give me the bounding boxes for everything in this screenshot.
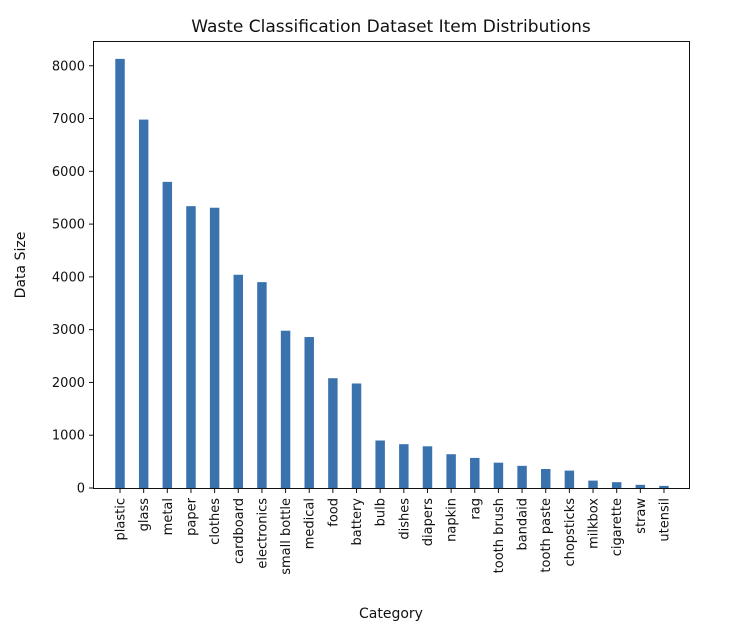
bar-paper	[186, 206, 195, 488]
x-tick-label: chopsticks	[563, 498, 578, 567]
x-tick-label: small bottle	[279, 498, 294, 575]
x-tick-label: glass	[137, 498, 152, 532]
bar-rag	[470, 458, 479, 488]
bar-clothes	[210, 208, 219, 488]
x-axis-ticks: plastic glass metal paper clothes cardboard el…	[114, 488, 673, 575]
x-tick-label: paper	[184, 497, 199, 535]
x-tick-label: plastic	[114, 498, 129, 540]
x-tick-label: rag	[468, 498, 483, 520]
x-tick-label: bandaid	[516, 498, 531, 551]
y-tick-label: 6000	[52, 165, 85, 180]
bar-food	[328, 378, 337, 488]
y-tick-label: 7000	[52, 112, 85, 127]
x-tick-label: cardboard	[232, 498, 247, 564]
bar-metal	[163, 182, 172, 488]
x-tick-label: diapers	[421, 498, 436, 546]
x-tick-label: utensil	[657, 498, 672, 542]
x-tick-label: food	[326, 498, 341, 527]
x-tick-label: clothes	[208, 498, 223, 545]
bar-napkin	[446, 454, 455, 488]
x-axis-label: Category	[359, 606, 423, 622]
x-tick-label: straw	[634, 498, 649, 534]
bar-milkbox	[588, 481, 597, 488]
x-tick-label: medical	[303, 498, 318, 549]
x-tick-label: cigarette	[610, 498, 625, 556]
x-tick-label: metal	[161, 498, 176, 535]
x-tick-label: tooth brush	[492, 498, 507, 573]
bar-bulb	[375, 441, 384, 489]
bar-cardboard	[234, 275, 243, 488]
y-tick-label: 3000	[52, 323, 85, 338]
bar-small-bottle	[281, 331, 290, 488]
plot-frame	[94, 42, 690, 489]
chart-title: Waste Classification Dataset Item Distri…	[191, 17, 591, 37]
y-tick-label: 1000	[52, 429, 85, 444]
y-tick-label: 5000	[52, 218, 85, 233]
x-tick-label: napkin	[445, 498, 460, 542]
bar-tooth-brush	[494, 463, 503, 488]
y-tick-label: 4000	[52, 270, 85, 285]
bar-diapers	[423, 446, 432, 488]
y-tick-label: 0	[77, 482, 85, 497]
x-tick-label: tooth paste	[539, 498, 554, 573]
bar-tooth-paste	[541, 469, 550, 488]
y-tick-label: 2000	[52, 376, 85, 391]
bar-electronics	[257, 282, 266, 488]
y-axis-ticks: 0 1000 2000 3000 4000 5000 6000 7000 8000	[52, 59, 94, 496]
bar-dishes	[399, 444, 408, 488]
bar-straw	[636, 485, 645, 488]
x-tick-label: dishes	[397, 498, 412, 540]
x-tick-label: milkbox	[587, 498, 602, 549]
bar-cigarette	[612, 482, 621, 488]
bar-utensil	[659, 486, 668, 488]
y-tick-label: 8000	[52, 59, 85, 74]
y-axis-label: Data Size	[13, 232, 29, 299]
bar-plastic	[115, 59, 124, 488]
bar-bandaid	[517, 466, 526, 488]
bar-medical	[304, 337, 313, 488]
x-tick-label: bulb	[374, 498, 389, 526]
bar-glass	[139, 120, 148, 488]
bar-battery	[352, 383, 361, 488]
bars-group	[115, 59, 668, 488]
bar-chopsticks	[565, 471, 574, 488]
x-tick-label: electronics	[255, 498, 270, 569]
x-tick-label: battery	[350, 498, 365, 546]
